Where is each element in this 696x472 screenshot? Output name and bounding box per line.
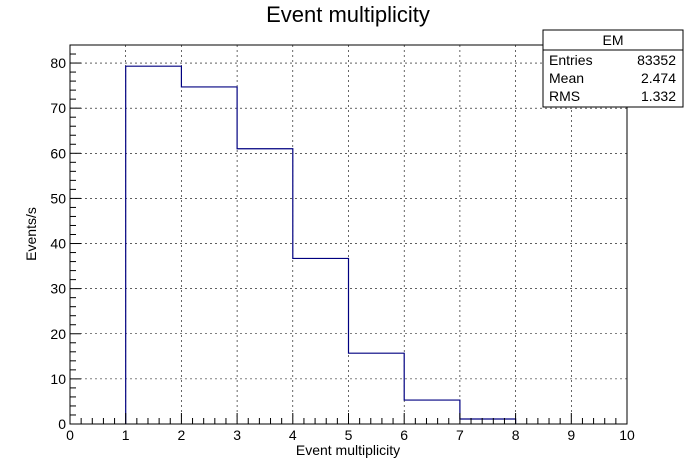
y-tick-label: 20 [50,326,66,342]
histogram-bin [237,149,293,424]
histogram-bin [126,66,182,424]
stats-mean-value: 2.474 [641,70,676,86]
histogram-outline [125,65,517,424]
stats-box-frame [542,29,684,108]
stats-entries-label: Entries [549,52,593,68]
stats-box-name: EM [603,32,624,48]
histogram-bin [404,400,460,424]
stats-mean-label: Mean [549,70,584,86]
y-tick-label: 70 [50,100,66,116]
x-tick-label: 10 [619,427,635,443]
stats-rms-value: 1.332 [641,88,676,104]
x-tick-label: 6 [400,427,408,443]
histogram-bin [181,87,237,424]
histogram-bin [460,419,516,424]
chart-title: Event multiplicity [266,2,430,27]
y-tick-label: 50 [50,190,66,206]
x-tick-label: 8 [512,427,520,443]
y-tick-label: 80 [50,55,66,71]
stats-box: EM Entries 83352 Mean 2.474 RMS 1.332 [542,29,684,108]
y-tick-label: 40 [50,236,66,252]
x-tick-label: 0 [66,427,74,443]
y-tick-label: 30 [50,281,66,297]
x-tick-label: 2 [178,427,186,443]
y-axis-label: Events/s [23,207,39,261]
x-tick-label: 7 [456,427,464,443]
stats-entries-value: 83352 [637,52,676,68]
histogram-bin [349,353,405,424]
y-tick-label: 0 [58,416,66,432]
histogram-layer [125,65,517,424]
y-tick-label: 60 [50,145,66,161]
axis-layer: 0 1 2 3 4 5 6 7 8 9 10 0 10 20 30 40 50 60 70 80 [50,53,635,443]
x-tick-label: 3 [233,427,241,443]
x-tick-label: 9 [567,427,575,443]
x-tick-label: 5 [345,427,353,443]
x-tick-label: 4 [289,427,297,443]
x-axis-label: Event multiplicity [296,442,400,458]
histogram-bin [293,258,349,424]
x-tick-label: 1 [122,427,130,443]
stats-rms-label: RMS [549,88,580,104]
y-tick-label: 10 [50,371,66,387]
